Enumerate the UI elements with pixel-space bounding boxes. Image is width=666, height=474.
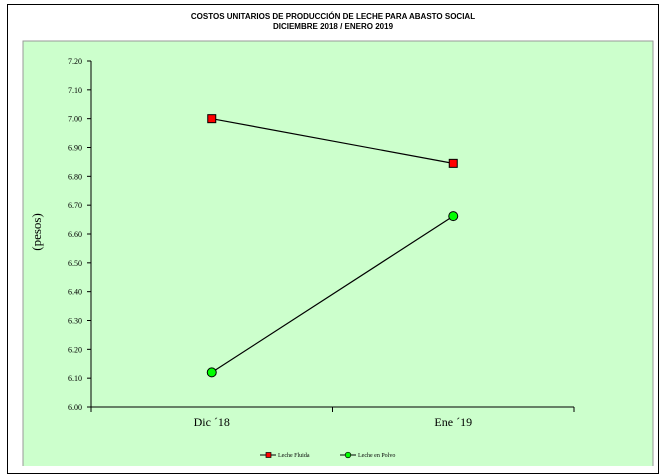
- y-tick-label: 6.10: [68, 374, 82, 383]
- y-tick-label: 6.50: [68, 259, 82, 268]
- y-tick-label: 6.70: [68, 201, 82, 210]
- legend-marker: [265, 452, 272, 458]
- series-line-1: [211, 118, 454, 164]
- legend-label: Leche Fluida: [278, 453, 310, 459]
- y-tick-label: 7.10: [68, 86, 82, 95]
- y-tick-label: 6.30: [68, 317, 82, 326]
- chart-title: COSTOS UNITARIOS DE PRODUCCIÓN DE LECHE …: [190, 12, 476, 21]
- y-tick-label: 7.00: [68, 115, 82, 124]
- axes: 6.00 6.10 6.20 6.30 6.40 6.50 6.60 6.70 6.80 6.90…: [68, 57, 575, 429]
- x-tick-label: Ene ´19: [434, 415, 472, 429]
- y-axis-label: (pesos): [29, 213, 44, 251]
- y-tick-label: 6.90: [68, 144, 82, 153]
- y-tick-label: 6.80: [68, 172, 82, 181]
- y-tick-label: 6.60: [68, 230, 82, 239]
- y-tick-label: 6.20: [68, 345, 82, 354]
- y-tick-label: 6.40: [68, 288, 82, 297]
- data-point: [206, 367, 217, 378]
- y-tick-label: 7.20: [68, 57, 82, 66]
- x-tick-label: Dic ´18: [194, 415, 230, 429]
- chart-subtitle: DICIEMBRE 2018 / ENERO 2019: [272, 22, 394, 31]
- legend-label: Leche en Polvo: [358, 453, 395, 459]
- legend: Leche Fluida Leche en Polvo: [260, 451, 395, 459]
- legend-marker: [344, 451, 352, 459]
- y-tick-label: 6.00: [68, 403, 82, 412]
- plot-area: [22, 40, 654, 466]
- series-line-2: [211, 215, 454, 373]
- data-point: [207, 114, 217, 124]
- series-layer: [206, 114, 459, 378]
- data-point: [448, 158, 458, 168]
- data-point: [448, 211, 459, 222]
